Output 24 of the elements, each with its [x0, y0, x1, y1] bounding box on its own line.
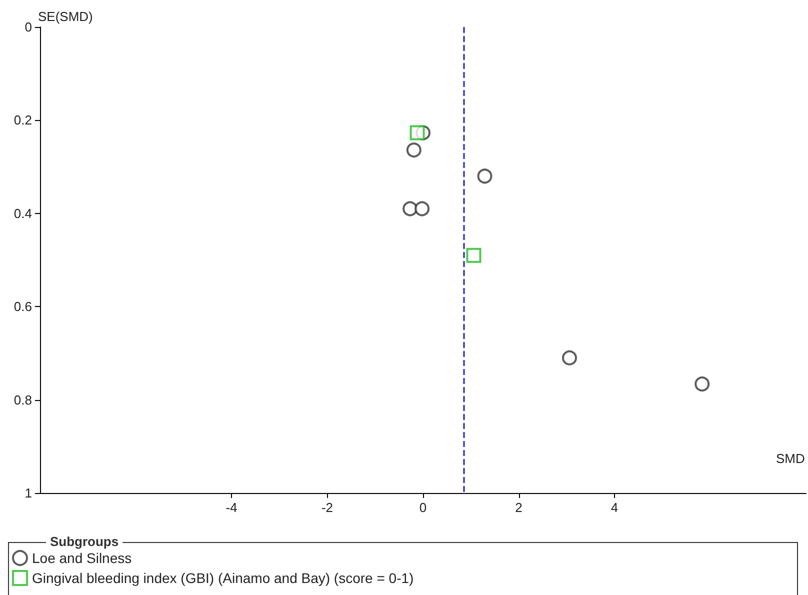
- y-tick-label: 0: [24, 20, 32, 34]
- y-tick-label: 0.2: [14, 112, 32, 128]
- point: [466, 248, 482, 263]
- legend-label: Loe and Silness: [32, 550, 132, 566]
- y-tick-label: 0.8: [14, 392, 32, 408]
- y-tick-label: 1: [24, 486, 32, 500]
- y-axis-title: SE(SMD): [38, 9, 93, 24]
- legend-label: Gingival bleeding index (GBI) (Ainamo and Bay) (score = 0-1): [32, 570, 414, 586]
- point: [402, 201, 418, 216]
- x-tick-label: -2: [321, 500, 334, 515]
- point: [414, 201, 430, 216]
- legend-title: Subgroups: [50, 534, 119, 549]
- y-tick-label: 0.6: [14, 299, 32, 314]
- point: [477, 168, 492, 184]
- point: [562, 350, 577, 366]
- x-tick-label: -4: [226, 500, 238, 515]
- x-tick-label: 2: [515, 500, 522, 515]
- x-tick-label: 4: [610, 500, 618, 515]
- point: [694, 376, 710, 392]
- point: [410, 125, 425, 140]
- x-tick-label: 0: [419, 500, 427, 515]
- point: [406, 142, 422, 158]
- y-tick-label: 0.4: [14, 206, 32, 221]
- x-axis-title: SMD: [776, 451, 805, 466]
